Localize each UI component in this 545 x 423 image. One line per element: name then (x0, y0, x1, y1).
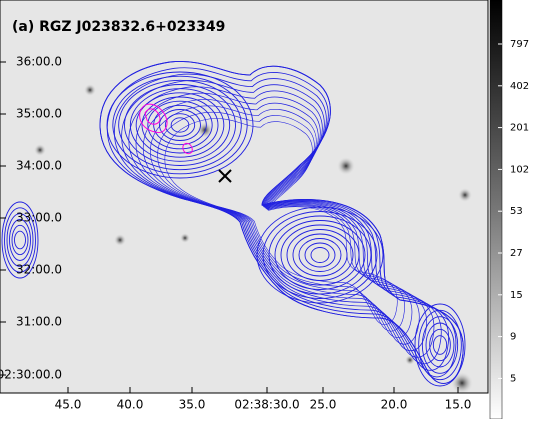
colorbar: 797 402 201 102 53 27 15 9 5 (489, 0, 529, 420)
x-tick-label: 20.0 (381, 398, 408, 412)
colorbar-label: 5 (510, 373, 516, 384)
contour (124, 84, 236, 166)
colorbar-label: 53 (510, 206, 523, 217)
contour (4, 207, 36, 273)
ir-sources (34, 84, 473, 394)
y-tick-label: 35:00.0 (16, 107, 62, 121)
contour (135, 92, 427, 352)
contour (14, 230, 26, 250)
contour (432, 335, 448, 355)
contour (1, 201, 39, 279)
x-tick-label: 15.0 (445, 398, 472, 412)
contour (147, 100, 213, 150)
contour (429, 328, 451, 362)
contour (274, 220, 366, 290)
contour (9, 219, 31, 261)
colorbar-label: 797 (510, 39, 529, 50)
contour (292, 233, 348, 277)
contour (164, 113, 196, 137)
contour (106, 71, 254, 179)
title: (a) RGZ J023832.6+023349 (12, 19, 225, 35)
image-background (0, 0, 488, 393)
y-tick-label: 31:00.0 (16, 315, 62, 329)
contour (298, 238, 342, 272)
contour (150, 105, 413, 338)
x-tick-label: 40.0 (117, 398, 144, 412)
contour (11, 224, 29, 256)
contour (106, 67, 457, 378)
contour (310, 247, 330, 263)
y-tick-label: 32:00.0 (16, 263, 62, 277)
x-tick-label: 45.0 (55, 398, 82, 412)
x-tick-label: 25.0 (310, 398, 337, 412)
radio-contours (1, 60, 466, 387)
contour (280, 224, 360, 286)
colorbar-label: 27 (510, 248, 523, 259)
contour (256, 206, 384, 304)
y-tick-label: +02:30:00.0 (0, 368, 62, 382)
colorbar-label: 15 (510, 290, 523, 301)
contour (118, 79, 242, 171)
contour (157, 111, 405, 332)
colorbar-label: 402 (510, 81, 529, 92)
contour (304, 242, 336, 268)
contour (286, 229, 354, 281)
colorbar-gradient (489, 0, 503, 420)
contour (262, 211, 378, 299)
image-frame (0, 0, 489, 394)
contour (421, 316, 459, 374)
y-tick-label: 36:00.0 (16, 55, 62, 69)
contour (159, 109, 201, 141)
contour (113, 73, 450, 371)
x-axis: 45.0 40.0 35.0 02:38:30.0 25.0 20.0 15.0 (55, 387, 472, 412)
colorbar-label: 9 (510, 332, 516, 343)
y-tick-label: 34:00.0 (16, 159, 62, 173)
contour (142, 99, 420, 345)
contour (268, 215, 372, 295)
y-axis: 36:00.0 35:00.0 34:00.0 33:00.0 32:00.0 31:00… (0, 55, 62, 382)
y-tick-label: 33:00.0 (16, 211, 62, 225)
contour (170, 117, 190, 133)
contour (135, 92, 225, 158)
contour (418, 309, 462, 381)
x-tick-label: 35.0 (179, 398, 206, 412)
contour (164, 118, 398, 325)
contour (128, 86, 435, 358)
ir-contours (139, 103, 193, 155)
contour (153, 104, 207, 146)
contour (414, 303, 466, 387)
contour (121, 80, 442, 365)
contour (425, 322, 455, 368)
x-tick-label: 02:38:30.0 (234, 398, 299, 412)
contour (141, 96, 219, 154)
colorbar-label: 102 (510, 164, 529, 175)
colorbar-label: 201 (510, 123, 529, 134)
contour (6, 213, 34, 267)
host-marker (218, 169, 232, 183)
contour (112, 75, 248, 175)
contour (129, 88, 231, 162)
